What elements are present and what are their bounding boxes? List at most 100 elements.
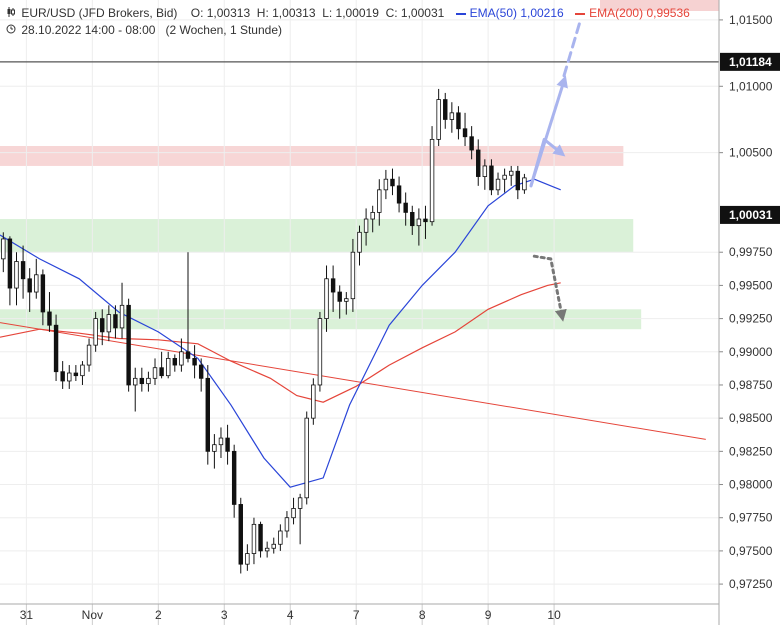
- x-tick-label: Nov: [82, 608, 103, 622]
- candle-bearish: [113, 314, 118, 329]
- open-value: O: 1,00313: [190, 6, 251, 20]
- candle-bearish: [73, 372, 79, 377]
- candle-bullish: [317, 318, 323, 386]
- candle-bearish: [192, 358, 197, 366]
- candle-bullish: [251, 523, 257, 554]
- candle-bullish: [1, 238, 6, 260]
- y-tick-label: 1,01000: [729, 79, 773, 93]
- last-price-tag-box: [720, 205, 780, 224]
- y-tick-label: 0,98250: [729, 444, 773, 458]
- candle-bullish: [119, 304, 125, 329]
- chart-legend: EUR/USD (JFD Brokers, Bid) O: 1,00313 H:…: [6, 5, 690, 39]
- candle-bearish: [60, 371, 65, 382]
- candle-bullish: [245, 553, 250, 565]
- y-tick-label: 0,97750: [729, 511, 773, 525]
- candle-bullish: [106, 314, 112, 333]
- candle-bullish: [179, 351, 184, 366]
- clock-icon: [6, 22, 18, 39]
- candle-bearish: [390, 178, 395, 187]
- candle-bullish: [311, 384, 316, 419]
- candle-bearish: [456, 112, 461, 130]
- x-tick-label: 2: [155, 608, 162, 622]
- candle-bearish: [172, 358, 178, 366]
- trendline: [0, 322, 706, 440]
- level-price-tag-box: [720, 52, 780, 71]
- ema50-label[interactable]: EMA(50): [469, 6, 517, 20]
- candle-bullish: [324, 278, 329, 319]
- candle-bearish: [139, 377, 145, 385]
- x-tick-label: 8: [419, 608, 426, 622]
- y-tick-label: 0,97250: [729, 577, 773, 591]
- x-tick-label: 7: [353, 608, 360, 622]
- zone-resistance: [0, 146, 624, 166]
- candle-bullish: [377, 189, 382, 213]
- x-tick-label: 3: [221, 608, 228, 622]
- candle-bearish: [258, 523, 263, 552]
- candle-bullish: [357, 231, 362, 253]
- candle-bearish: [423, 218, 428, 223]
- candle-bearish: [238, 504, 243, 565]
- candle-bearish: [337, 291, 342, 302]
- candle-bullish: [284, 517, 290, 532]
- candle-bullish: [291, 508, 296, 519]
- candle-bullish: [34, 274, 39, 293]
- candle-bullish: [93, 318, 98, 346]
- indicator-layer: [0, 61, 719, 488]
- legend-row-main: EUR/USD (JFD Brokers, Bid) O: 1,00313 H:…: [6, 5, 690, 22]
- candle-bullish: [522, 177, 527, 191]
- y-tick-label: 1,01500: [729, 13, 773, 27]
- ema50-line: [0, 178, 561, 488]
- ema200-swatch: [575, 12, 586, 15]
- candle-bearish: [185, 351, 191, 359]
- candle-bullish: [449, 112, 455, 120]
- candle-bullish: [271, 543, 276, 549]
- candle-bullish: [416, 218, 422, 227]
- x-tick-label: 31: [20, 608, 34, 622]
- candle-bullish: [429, 138, 435, 223]
- zone-support-upper: [0, 219, 634, 253]
- annotation-line-dashed: [562, 18, 582, 78]
- candle-bullish: [482, 165, 488, 177]
- candle-bearish: [100, 318, 105, 333]
- candle-bullish: [383, 178, 389, 191]
- x-tick-label: 4: [287, 608, 294, 622]
- x-tick-label: 9: [485, 608, 492, 622]
- date-range: 28.10.2022 14:00 - 08:00: [21, 23, 156, 37]
- ema200-value: 0,99536: [646, 6, 690, 20]
- candle-bullish: [86, 344, 92, 366]
- level-price-tag-label: 1,01184: [729, 55, 772, 69]
- candle-bearish: [7, 238, 13, 289]
- candle-bullish: [67, 372, 72, 382]
- candle-bearish: [443, 99, 448, 120]
- candle-bearish: [403, 202, 408, 213]
- candlestick-icon: [6, 5, 18, 22]
- candle-bullish: [212, 444, 217, 452]
- zone-layer: [0, 0, 719, 330]
- candle-bearish: [20, 261, 26, 280]
- period-text: (2 Wochen, 1 Stunde): [165, 23, 282, 37]
- candle-bullish: [146, 377, 151, 385]
- candle-bullish: [152, 367, 158, 379]
- annotation-arrow-solid: [529, 137, 566, 188]
- x-tick-label: 10: [547, 608, 561, 622]
- candle-bullish: [502, 174, 507, 180]
- symbol-title[interactable]: EUR/USD (JFD Brokers, Bid): [21, 6, 178, 20]
- candle-bearish: [205, 377, 210, 452]
- y-tick-label: 0,99250: [729, 312, 773, 326]
- candle-bullish: [278, 530, 283, 545]
- candle-bullish: [133, 377, 138, 386]
- last-price-tag-label: 1,00031: [729, 208, 773, 222]
- candle-bearish: [489, 165, 494, 191]
- y-tick-label: 0,98000: [729, 478, 773, 492]
- candle-bullish: [304, 417, 309, 499]
- candle-bullish: [165, 358, 171, 377]
- y-tick-label: 0,98750: [729, 378, 773, 392]
- ema200-label[interactable]: EMA(200): [589, 6, 644, 20]
- legend-row-time: 28.10.2022 14:00 - 08:00 (2 Wochen, 1 St…: [6, 22, 690, 39]
- candle-bearish: [469, 136, 474, 151]
- candle-layer: [1, 88, 527, 574]
- ema50-value: 1,00216: [520, 6, 564, 20]
